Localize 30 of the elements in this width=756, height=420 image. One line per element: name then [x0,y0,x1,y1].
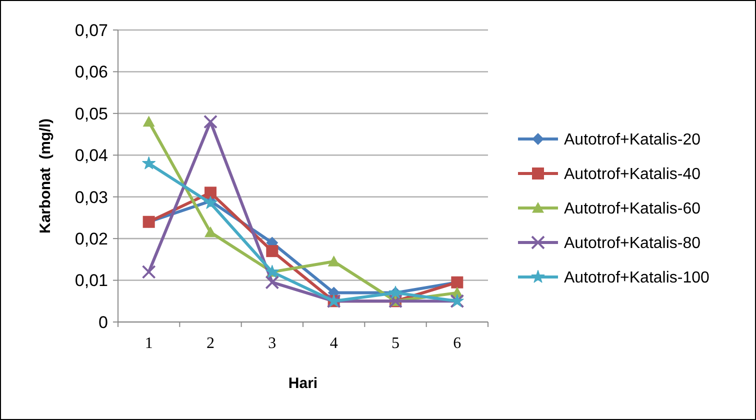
x-axis-title: Hari [288,375,318,392]
legend-label: Autotrof+Katalis-60 [564,200,701,218]
y-axis-title: Karbonat (mg/l) [37,118,54,234]
x-tick-label: 5 [392,335,400,352]
point [142,264,156,279]
point [265,275,280,290]
y-tick-label: 0,04 [74,146,108,166]
point [266,245,278,258]
point [204,226,216,238]
point [142,116,155,127]
y-tick-label: 0,05 [74,104,108,124]
x-tick-label: 2 [206,335,214,352]
y-tick-label: 0,02 [74,230,108,249]
y-tick-label: 0 [98,312,108,332]
x-tick-label: 6 [453,335,462,352]
legend-label: Autotrof+Katalis-100 [564,270,710,287]
x-tick-label: 1 [144,335,153,352]
y-tick-label: 0,03 [74,188,108,207]
point [328,256,340,266]
y-tick-label: 0,01 [74,271,108,290]
x-tick-label: 4 [330,335,338,352]
point [204,114,218,129]
legend-label: Autotrof+Katalis-80 [564,235,701,252]
legend-label: Autotrof+Katalis-40 [564,166,701,184]
x-tick-label: 3 [268,335,276,352]
point [142,156,156,170]
y-tick-label: 0,07 [74,20,108,40]
legend-label: Autotrof+Katalis-20 [564,132,701,149]
point [204,186,216,199]
y-tick-label: 0,06 [74,62,108,82]
